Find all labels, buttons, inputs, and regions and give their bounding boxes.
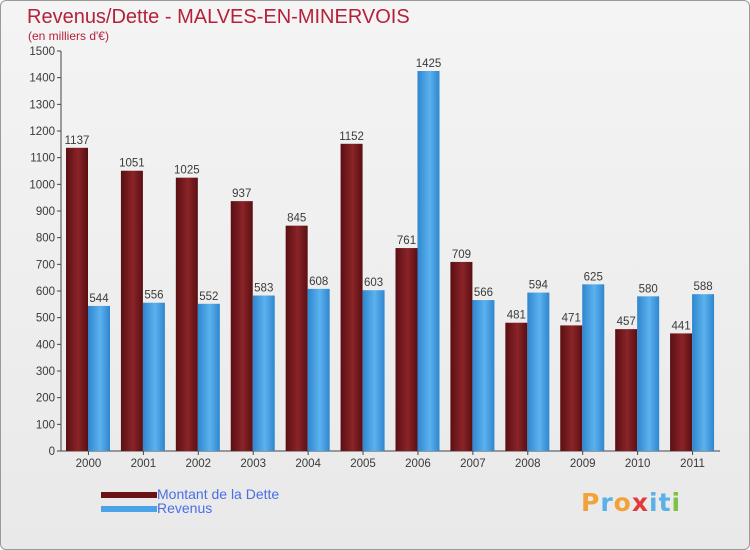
data-label-revenue-2007: 566 xyxy=(474,287,493,299)
x-tick-label: 2003 xyxy=(240,458,266,470)
data-label-revenue-2006: 1425 xyxy=(416,58,442,70)
bar-revenue-2010 xyxy=(637,296,660,451)
y-tick-label: 400 xyxy=(36,339,55,351)
logo-letter: i xyxy=(649,488,659,517)
legend-label-debt: Montant de la Dette xyxy=(157,486,280,502)
bar-revenue-2003 xyxy=(252,295,275,451)
bar-revenue-2005 xyxy=(362,290,385,451)
y-tick-label: 0 xyxy=(49,446,55,458)
bar-debt-2011 xyxy=(670,333,693,451)
data-label-debt-2011: 441 xyxy=(671,320,690,332)
y-tick-label: 1300 xyxy=(29,99,55,111)
y-tick-label: 800 xyxy=(36,233,55,245)
data-label-debt-2003: 937 xyxy=(232,188,251,200)
data-label-debt-2005: 1152 xyxy=(339,131,364,143)
bar-revenue-2006 xyxy=(417,71,440,451)
bar-revenue-2002 xyxy=(197,303,220,451)
data-label-revenue-2005: 603 xyxy=(364,277,383,289)
bar-debt-2004 xyxy=(285,225,308,451)
x-tick-label: 2004 xyxy=(295,458,321,470)
data-label-debt-2010: 457 xyxy=(617,316,636,328)
bar-debt-2007 xyxy=(450,261,473,451)
y-tick-label: 1500 xyxy=(29,46,55,58)
logo-letter: P xyxy=(581,488,601,517)
data-label-revenue-2009: 625 xyxy=(584,271,603,283)
bar-debt-2003 xyxy=(230,201,253,451)
x-tick-label: 2006 xyxy=(405,458,431,470)
bar-revenue-2007 xyxy=(472,300,495,451)
bar-debt-2000 xyxy=(66,147,88,452)
proxiti-logo: Proxiti xyxy=(581,488,691,524)
x-tick-label: 2007 xyxy=(460,458,486,470)
legend-swatch-debt xyxy=(101,492,157,498)
x-tick-label: 2011 xyxy=(680,458,705,470)
bar-revenue-2009 xyxy=(582,284,605,451)
logo-letter: i xyxy=(671,488,682,517)
data-label-debt-2008: 481 xyxy=(507,310,526,322)
x-tick-label: 2001 xyxy=(131,458,157,470)
data-label-debt-2009: 471 xyxy=(562,312,581,324)
bar-debt-2002 xyxy=(175,177,198,451)
x-tick-label: 2005 xyxy=(350,458,376,470)
data-label-revenue-2004: 608 xyxy=(309,276,328,288)
x-axis: 2000 2001 2002 2003 2004 2005 2006 2007 2008 2009… xyxy=(61,450,720,470)
data-label-revenue-2011: 588 xyxy=(693,281,712,293)
y-tick-label: 1000 xyxy=(29,179,55,191)
bar-debt-2009 xyxy=(560,325,583,451)
y-tick-label: 1400 xyxy=(29,73,55,85)
data-label-debt-2004: 845 xyxy=(287,213,306,225)
logo-letter: t xyxy=(658,488,672,517)
data-label-revenue-2001: 556 xyxy=(144,290,163,302)
data-label-revenue-2002: 552 xyxy=(199,291,218,303)
bar-revenue-2001 xyxy=(142,302,165,451)
data-label-revenue-2008: 594 xyxy=(529,280,549,292)
data-label-debt-2000: 1137 xyxy=(65,135,90,147)
data-label-debt-2002: 1025 xyxy=(174,165,200,177)
bar-revenue-2004 xyxy=(307,288,330,451)
logo-letter: o xyxy=(613,488,632,517)
y-tick-label: 600 xyxy=(36,286,55,298)
y-tick-label: 1200 xyxy=(29,126,55,138)
data-label-revenue-2003: 583 xyxy=(254,283,273,295)
chart-subtitle: (en milliers d'€) xyxy=(28,29,109,43)
bars-group xyxy=(66,71,715,452)
y-tick-label: 700 xyxy=(36,259,55,271)
data-label-debt-2001: 1051 xyxy=(119,158,145,170)
x-tick-label: 2008 xyxy=(515,458,541,470)
y-tick-label: 1100 xyxy=(30,153,55,165)
bar-revenue-2011 xyxy=(692,294,715,451)
x-tick-label: 2009 xyxy=(570,458,596,470)
legend-label-revenue: Revenus xyxy=(157,500,213,516)
y-tick-label: 200 xyxy=(36,393,55,405)
data-label-debt-2007: 709 xyxy=(452,249,471,261)
logo-letter: x xyxy=(631,488,649,517)
bar-revenue-2000 xyxy=(88,305,110,451)
logo-letter: r xyxy=(600,488,614,517)
x-tick-label: 2000 xyxy=(76,458,102,470)
data-labels-group: 1137 544 1051 556 1025 552 937 583 845 608 1152 603… xyxy=(65,58,713,332)
chart-title: Revenus/Dette - MALVES-EN-MINERVOIS xyxy=(27,6,410,28)
bar-revenue-2008 xyxy=(527,292,550,451)
y-tick-label: 900 xyxy=(36,206,55,218)
bar-debt-2001 xyxy=(120,170,143,451)
bar-debt-2010 xyxy=(615,329,638,451)
y-axis: 0 100 200 300 400 500 600 700 800 900 1000 1100 1200… xyxy=(29,46,62,458)
y-tick-label: 500 xyxy=(36,313,55,325)
bar-debt-2006 xyxy=(395,248,418,451)
bar-debt-2005 xyxy=(340,143,363,452)
bar-debt-2008 xyxy=(505,322,528,451)
data-label-revenue-2010: 580 xyxy=(639,283,658,295)
y-tick-label: 300 xyxy=(36,366,55,378)
x-tick-label: 2010 xyxy=(625,458,651,470)
legend-swatch-revenue xyxy=(101,506,157,512)
data-label-revenue-2000: 544 xyxy=(89,293,109,305)
y-tick-label: 100 xyxy=(36,419,55,431)
data-label-debt-2006: 761 xyxy=(397,235,416,247)
x-tick-label: 2002 xyxy=(185,458,211,470)
